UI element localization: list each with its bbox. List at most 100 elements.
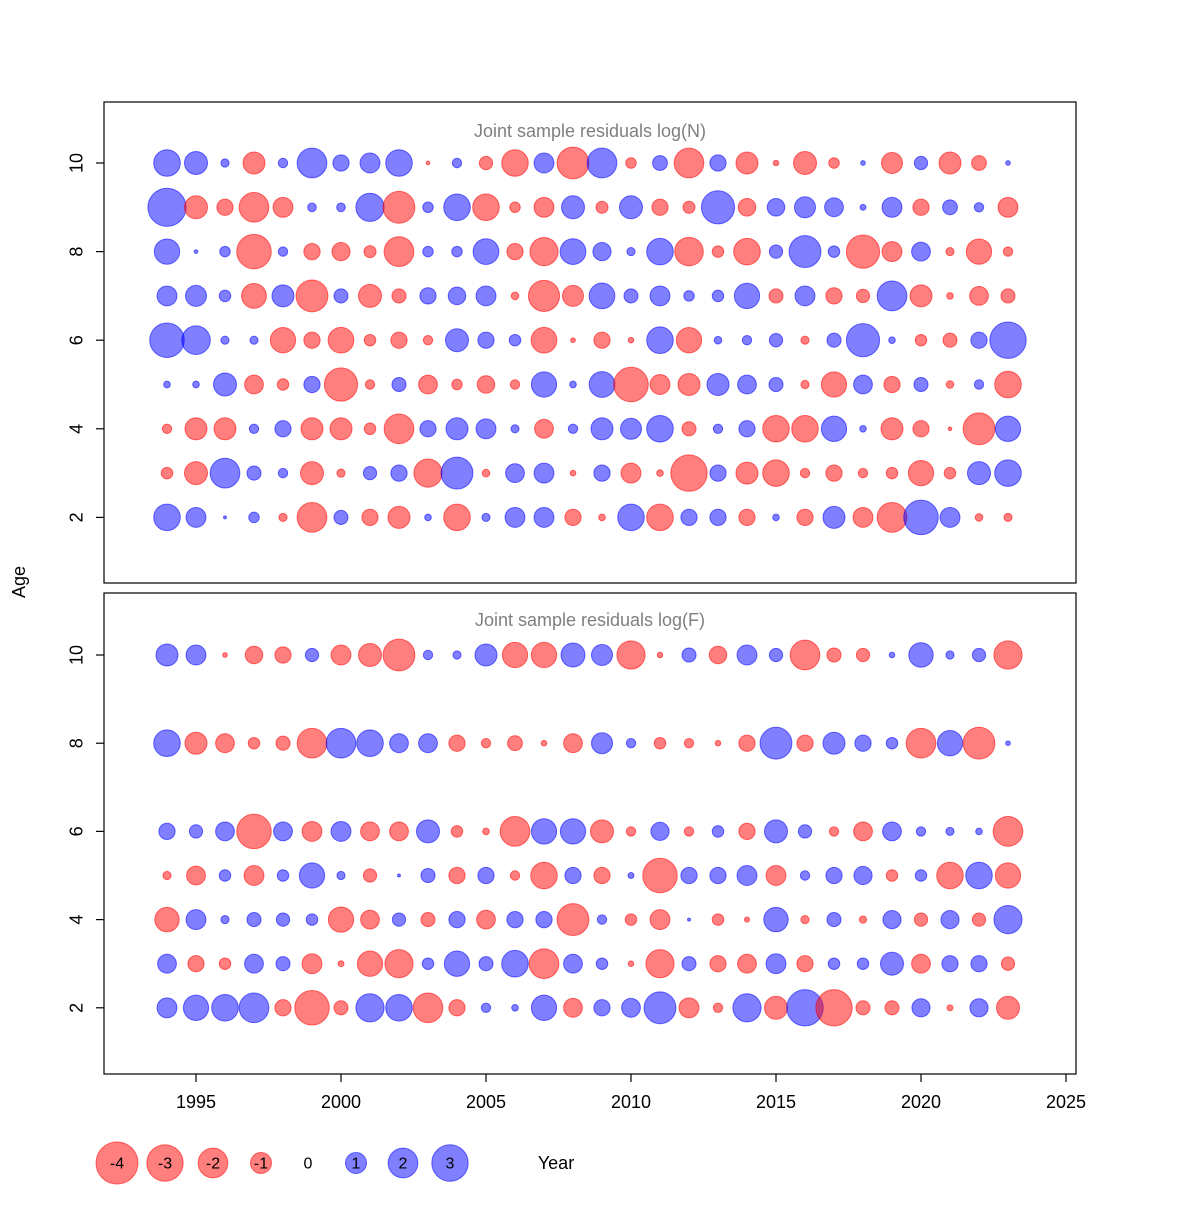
residual-bubble xyxy=(336,870,346,881)
residual-bubble xyxy=(738,822,756,841)
residual-bubble xyxy=(675,327,703,354)
residual-bubble xyxy=(510,291,520,301)
residual-bubble xyxy=(450,825,464,838)
residual-bubble xyxy=(445,417,469,441)
residual-bubble xyxy=(530,994,558,1021)
residual-bubble xyxy=(788,235,822,269)
residual-bubble xyxy=(359,152,381,174)
residual-bubble xyxy=(947,426,953,432)
residual-bubble xyxy=(627,336,635,344)
residual-bubble xyxy=(530,861,558,890)
residual-bubble xyxy=(269,327,297,354)
residual-bubble xyxy=(992,816,1024,847)
residual-bubble xyxy=(333,288,349,304)
residual-bubble xyxy=(624,913,638,926)
residual-bubble xyxy=(709,866,727,885)
residual-bubble xyxy=(451,157,463,169)
residual-bubble xyxy=(355,192,385,222)
residual-bubble xyxy=(153,503,181,532)
residual-bubble xyxy=(529,237,559,267)
residual-bubble xyxy=(913,912,929,927)
residual-bubble xyxy=(153,149,181,177)
residual-bubble xyxy=(416,819,440,844)
residual-bubble xyxy=(391,912,407,927)
residual-bubble xyxy=(884,1000,900,1016)
residual-bubble xyxy=(764,819,788,844)
x-tick-label: 2020 xyxy=(901,1092,941,1112)
residual-bubble xyxy=(590,417,614,441)
residual-bubble xyxy=(674,236,704,267)
residual-bubble xyxy=(277,467,289,479)
residual-bubble xyxy=(236,813,272,850)
legend-value-label: 1 xyxy=(352,1156,361,1173)
residual-bubble xyxy=(680,508,698,527)
residual-bubble xyxy=(331,242,351,262)
residual-bubble xyxy=(860,160,866,166)
residual-bubble xyxy=(656,469,664,477)
residual-bubble xyxy=(330,820,352,842)
residual-bubble xyxy=(451,245,463,258)
residual-bubble xyxy=(158,822,176,841)
residual-bubble xyxy=(220,915,230,925)
x-tick-label: 2015 xyxy=(756,1092,796,1112)
residual-bubble xyxy=(882,910,902,930)
residual-bubble xyxy=(304,647,320,663)
residual-bubble xyxy=(325,727,357,759)
residual-bubble xyxy=(277,157,289,169)
residual-bubble xyxy=(708,645,728,665)
residual-bubble xyxy=(452,650,462,660)
residual-bubble xyxy=(962,726,996,760)
residual-bubble xyxy=(826,332,842,348)
residual-bubble xyxy=(527,279,561,312)
residual-bubble xyxy=(591,644,613,666)
residual-bubble xyxy=(563,997,583,1018)
residual-bubble xyxy=(845,323,881,358)
residual-bubble xyxy=(216,198,234,216)
y-tick-label: 6 xyxy=(66,826,86,836)
residual-bubble xyxy=(332,154,350,172)
legend-value-label: -2 xyxy=(206,1156,220,1173)
residual-bubble xyxy=(188,824,204,839)
legend-positive-bubble xyxy=(387,1147,419,1179)
logF-y-axis: 2 4 6 8 10 xyxy=(66,645,104,1013)
residual-bubble xyxy=(855,288,871,304)
residual-bubble xyxy=(649,909,671,931)
residual-bubble xyxy=(248,511,260,524)
residual-bubble xyxy=(941,955,959,973)
residual-bubble xyxy=(885,466,899,480)
residual-bubble xyxy=(301,953,323,975)
residual-bubble xyxy=(993,640,1023,670)
residual-bubble xyxy=(506,242,524,261)
residual-bubble xyxy=(881,152,903,174)
residual-bubble xyxy=(617,503,645,532)
residual-bubble xyxy=(973,202,985,213)
residual-bubble xyxy=(193,249,199,254)
residual-bubble xyxy=(330,644,352,666)
residual-bubble xyxy=(218,957,232,970)
residual-bubble xyxy=(482,827,490,836)
residual-bubble xyxy=(443,193,471,222)
residual-bubble xyxy=(975,827,983,836)
residual-bubble xyxy=(451,378,463,391)
residual-bubble xyxy=(273,821,293,842)
residual-bubble xyxy=(733,237,761,266)
x-tick-label: 2025 xyxy=(1046,1092,1086,1112)
residual-bubble xyxy=(1000,956,1016,971)
residual-bubble xyxy=(147,187,187,227)
residual-bubble xyxy=(185,909,207,931)
residual-bubble xyxy=(670,454,708,492)
residual-bubble xyxy=(853,821,873,842)
residual-bubble xyxy=(881,196,903,218)
residual-bubble xyxy=(859,203,867,211)
residual-bubble xyxy=(646,503,674,532)
residual-bubble xyxy=(501,949,529,978)
residual-bubble xyxy=(912,198,930,216)
residual-bubble xyxy=(713,335,723,345)
residual-bubble xyxy=(508,333,522,347)
residual-bubble xyxy=(211,994,239,1022)
residual-bubble xyxy=(355,993,385,1023)
residual-bubble xyxy=(271,284,295,308)
residual-bubble xyxy=(389,821,409,842)
residual-bubble xyxy=(337,960,345,968)
